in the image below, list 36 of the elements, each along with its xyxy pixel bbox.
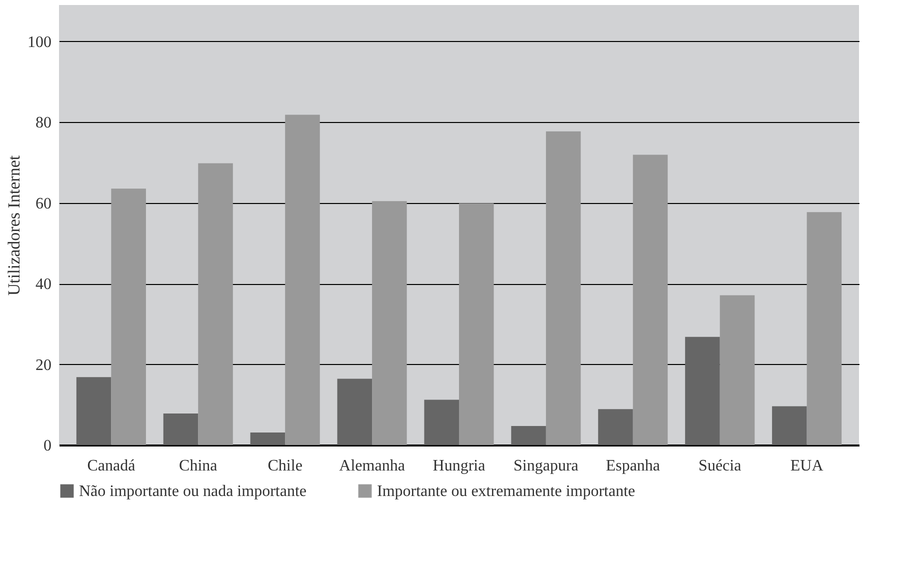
- x-tick-label: China: [179, 458, 218, 474]
- bar: [511, 426, 546, 445]
- legend-label: Importante ou extremamente importante: [377, 483, 636, 500]
- bar: [111, 188, 146, 445]
- bar: [720, 295, 755, 445]
- bar: [806, 212, 842, 445]
- bar: [546, 131, 581, 445]
- x-tick-label: EUA: [790, 458, 824, 474]
- y-tick-label: 100: [28, 34, 52, 51]
- bar: [163, 414, 198, 445]
- y-tick-label: 60: [36, 195, 52, 212]
- bar: [285, 114, 320, 445]
- bar: [632, 154, 668, 445]
- x-tick-label: Canadá: [87, 458, 136, 474]
- x-tick-label: Hungria: [432, 458, 486, 474]
- bar: [198, 163, 233, 445]
- bar: [772, 406, 807, 445]
- x-tick-label: Suécia: [698, 458, 742, 474]
- y-tick-label: 20: [36, 356, 52, 374]
- y-tick-label: 80: [36, 114, 52, 132]
- bar: [598, 409, 633, 445]
- y-tick-label: 40: [36, 276, 52, 294]
- bar: [250, 432, 286, 445]
- y-tick-label: 0: [44, 438, 52, 454]
- x-tick-label: Espanha: [606, 458, 660, 474]
- bar: [424, 400, 459, 445]
- y-axis-title: Utilizadores Internet: [4, 155, 24, 296]
- bar: [685, 336, 720, 445]
- bar: [459, 203, 494, 445]
- x-tick-label: Chile: [268, 458, 302, 474]
- legend-label: Não importante ou nada importante: [79, 483, 306, 500]
- bar: [337, 378, 372, 445]
- x-tick-label: Singapura: [514, 458, 578, 474]
- bar: [372, 201, 407, 445]
- bar: [76, 377, 112, 445]
- x-tick-label: Alemanha: [339, 458, 405, 474]
